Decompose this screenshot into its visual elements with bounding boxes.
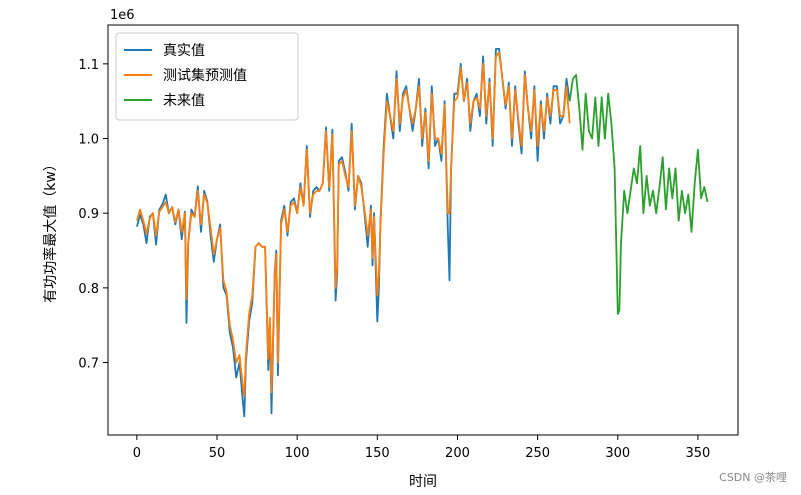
y-tick-label: 1.0 bbox=[78, 133, 99, 148]
watermark: CSDN @茶哩 bbox=[719, 471, 787, 484]
y-axis-ticks: 0.7 0.8 0.9 1.0 1.1 bbox=[78, 58, 108, 372]
series-line-2 bbox=[568, 74, 709, 315]
x-tick-label: 0 bbox=[133, 446, 141, 461]
y-tick-label: 1.1 bbox=[78, 58, 99, 73]
y-tick-label: 0.8 bbox=[78, 282, 99, 297]
series-line-1 bbox=[136, 51, 571, 398]
y-tick-label: 0.9 bbox=[78, 207, 99, 222]
x-tick-label: 200 bbox=[445, 446, 470, 461]
x-axis-label: 时间 bbox=[409, 474, 437, 490]
x-axis-ticks: 0 50 100 150 200 250 300 350 bbox=[133, 435, 711, 461]
x-tick-label: 350 bbox=[686, 446, 711, 461]
legend-label-1: 测试集预测值 bbox=[163, 67, 247, 84]
plot-frame bbox=[107, 24, 739, 436]
x-tick-label: 100 bbox=[285, 446, 310, 461]
x-tick-label: 50 bbox=[209, 446, 226, 461]
x-tick-label: 250 bbox=[525, 446, 550, 461]
y-offset-label: 1e6 bbox=[110, 8, 135, 23]
y-axis-label: 有功功率最大值（kw） bbox=[42, 157, 59, 303]
legend-frame bbox=[115, 32, 299, 121]
x-tick-label: 150 bbox=[365, 446, 390, 461]
series-layer bbox=[136, 48, 709, 418]
x-tick-label: 300 bbox=[605, 446, 630, 461]
legend-label-0: 真实值 bbox=[163, 43, 205, 59]
legend-label-2: 未来值 bbox=[163, 93, 205, 109]
y-tick-label: 0.7 bbox=[78, 357, 99, 372]
